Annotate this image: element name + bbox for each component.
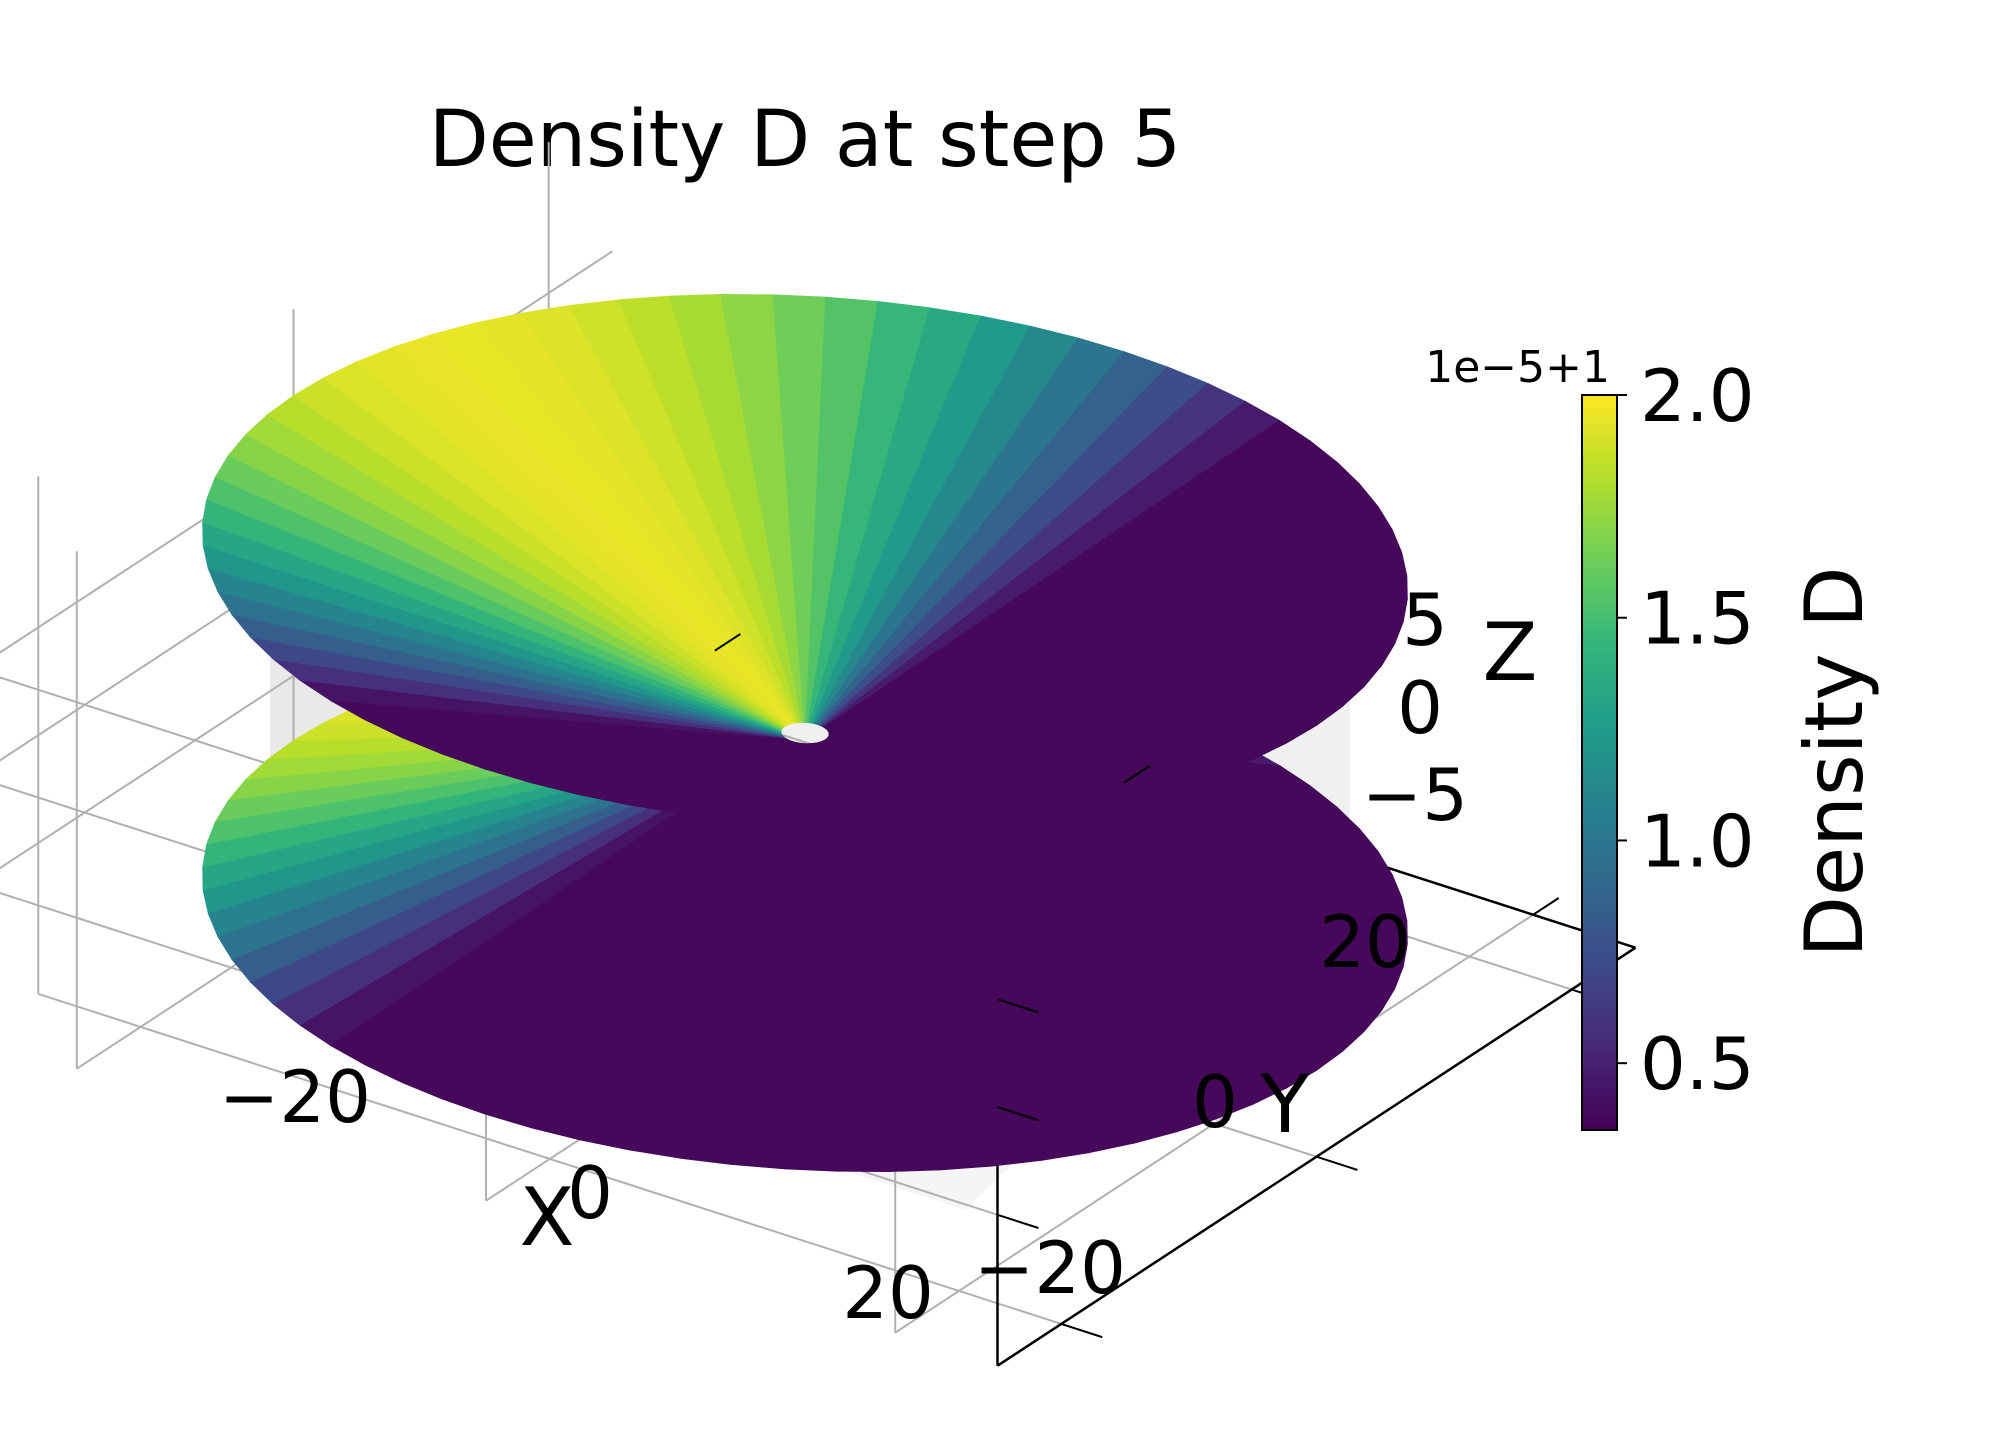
surface-patch [777,365,823,404]
surface-patch [747,436,787,474]
colorbar-tick-label: 1.5 [1640,577,1755,661]
surface-patch [731,1129,787,1170]
surface-patch [792,955,825,994]
x-axis-label: X [520,1171,575,1264]
axis-ticks [714,633,1613,1339]
surface-patch [826,798,870,807]
surface-patch [755,988,794,1028]
surface-patch [820,367,867,408]
surface-patch [737,1094,789,1134]
z-tick [997,1213,1039,1229]
z-axis-label: Z [1483,606,1538,699]
surface-patch [834,1135,890,1172]
surface-patch [780,401,821,440]
surface-patch [789,1026,830,1065]
surface-patch [818,403,861,443]
surface-patch [795,615,812,652]
grid-line [894,913,1534,1334]
surface-patch [772,294,826,333]
x-tick [1123,765,1151,784]
surface-patch [795,885,820,923]
surface-patch [821,332,873,372]
surface-patch [787,508,816,546]
y-tick-label-0: 0 [1192,1060,1238,1144]
y-tick [1316,1155,1358,1171]
surface-patch [679,1123,739,1165]
x-tick-label-0: 0 [567,1151,613,1235]
surface-patch [831,812,884,821]
surface-patch [823,296,879,337]
surface-patch [733,365,781,402]
y-axis-label: Y [1260,1058,1311,1151]
surface-patch [787,1062,833,1101]
x-tick [1532,897,1560,916]
surface-patch [784,1133,838,1172]
surface-patch [834,819,891,827]
surface-patch [823,791,864,800]
surface-patch [871,301,931,343]
z-tick-label-5: 5 [1402,578,1448,662]
colorbar-ticks: 0.5 1.0 1.5 2.0 [1617,354,1755,1106]
colorbar-label: Density D [1788,566,1881,957]
y-tick [1060,1322,1103,1339]
surface-patch [828,805,877,814]
colorbar-tick-label: 1.0 [1640,799,1755,883]
x-tick-label-20: 20 [842,1251,934,1335]
surface-patch [816,438,855,478]
surface-patch [823,992,863,1030]
surface-plot [202,294,1408,1172]
surface-patch [826,1028,870,1065]
surface-patch [798,756,815,765]
z-tick-label-0: 0 [1397,666,1443,750]
z-tick [997,998,1039,1014]
y-tick-label-neg20: −20 [974,1226,1126,1310]
colorbar-tick-label: 0.5 [1640,1022,1755,1106]
surface-patch [831,1099,884,1137]
surface-patch [795,770,820,779]
surface-patch [794,920,823,958]
z-tick [997,1106,1039,1122]
x-tick [714,633,741,652]
surface-patch [829,1064,877,1101]
surface-patch [726,329,779,367]
surface-patch [785,1097,835,1136]
colorbar: 0.5 1.0 1.5 2.0 1e−5+1 Density D [1425,342,1881,1131]
surface-patch [749,1023,792,1063]
grid-line [37,992,1062,1325]
surface-patch [782,436,820,475]
surface-patch [793,579,813,617]
surface-patch [743,1058,790,1099]
surface-patch [790,543,815,581]
surface-patch [797,763,817,772]
x-tick-label-neg20: −20 [219,1055,371,1139]
y-tick-label-20: 20 [1319,900,1411,984]
surface-patch [790,991,828,1030]
surface-patch [785,472,818,511]
colorbar-gradient [1581,394,1618,1131]
surface-patch [824,735,871,740]
surface-patch [720,294,776,331]
z-tick-label-neg5: −5 [1362,753,1468,837]
colorbar-tick-label: 2.0 [1640,354,1755,438]
chart-title: Density D at step 5 [429,95,1182,185]
surface-patch [797,849,817,887]
surface-patch [740,401,784,438]
colorbar-offset-text: 1e−5+1 [1425,342,1610,393]
surface-patch [775,330,825,369]
